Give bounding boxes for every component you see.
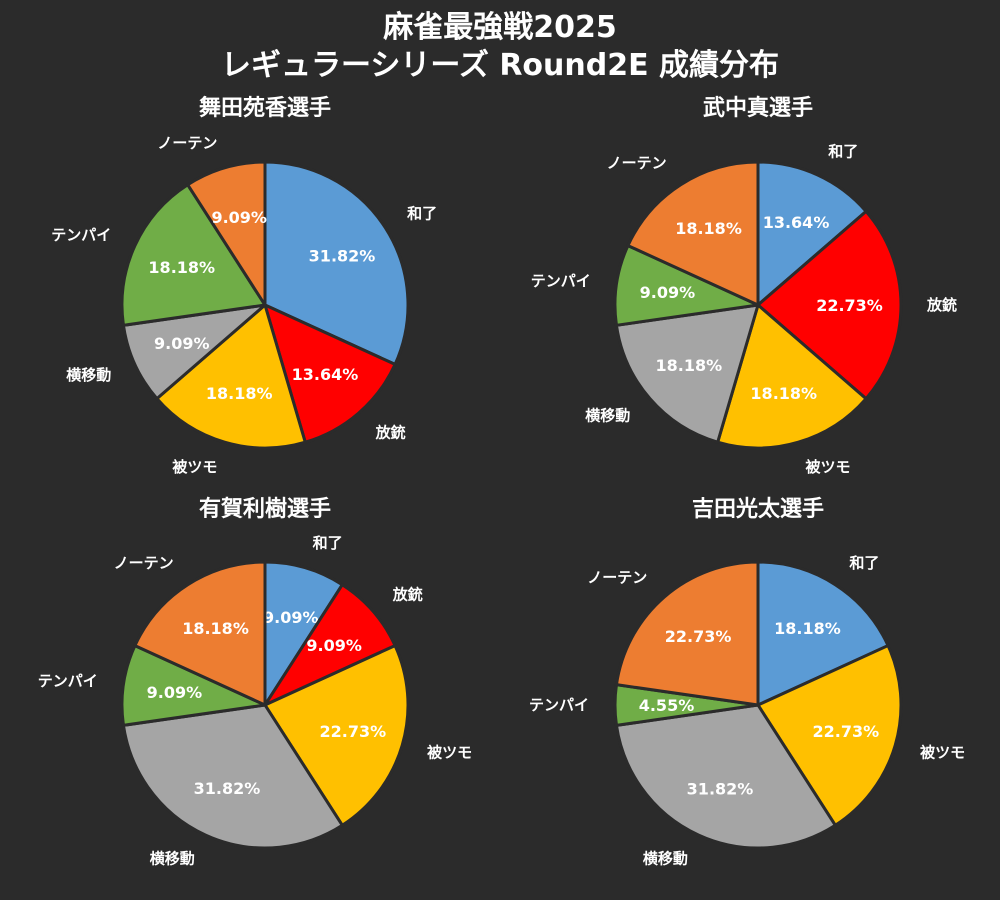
pie-slice — [613, 244, 760, 327]
pie-slice — [614, 560, 760, 707]
pie-slice — [614, 303, 760, 444]
slice-value-label: 9.09% — [154, 334, 210, 353]
slice-value-label: 18.18% — [206, 384, 273, 403]
pie-slice — [756, 644, 903, 827]
pie-slice — [756, 560, 890, 707]
slice-value-label: 22.73% — [319, 722, 386, 741]
pie-title: 武中真選手 — [703, 95, 813, 121]
slice-value-label: 31.82% — [687, 779, 754, 798]
pie-slice — [121, 303, 267, 401]
pie-slice — [756, 209, 903, 401]
pie-slice — [263, 303, 397, 444]
slice-value-label: 9.09% — [640, 283, 696, 302]
chart-title-line2: レギュラーシリーズ Round2E 成績分布 — [220, 48, 780, 83]
pie-slice — [155, 303, 307, 450]
chart-title-line1: 麻雀最強戦2025 — [383, 10, 617, 45]
slice-category-label: 横移動 — [643, 850, 688, 868]
slice-category-label: 和了 — [407, 205, 437, 223]
pie-slice — [263, 560, 344, 707]
slice-category-label: ノーテン — [114, 554, 174, 572]
slice-value-label: 18.18% — [774, 619, 841, 638]
slice-value-label: 18.18% — [655, 356, 722, 375]
slice-value-label: 22.73% — [812, 722, 879, 741]
slice-value-label: 18.18% — [148, 258, 215, 277]
slice-category-label: ノーテン — [587, 568, 647, 586]
slice-value-label: 9.09% — [147, 683, 203, 702]
slice-value-label: 22.73% — [816, 296, 883, 315]
slice-category-label: 和了 — [313, 534, 343, 552]
pie-slice — [120, 183, 267, 327]
slice-category-label: テンパイ — [51, 226, 111, 244]
pie-chart-1: 舞田苑香選手 31.82% 和了 13.64% 放銃 18.18% 被ツモ 9.09% 横移動 1… — [51, 95, 437, 476]
pie-slice — [263, 644, 410, 827]
slice-value-label: 13.64% — [763, 213, 830, 232]
pie-slice — [716, 303, 868, 450]
slice-value-label: 18.18% — [750, 384, 817, 403]
slice-value-label: 22.73% — [665, 627, 732, 646]
slice-category-label: 和了 — [849, 554, 879, 572]
slice-category-label: 横移動 — [585, 407, 630, 425]
slice-value-label: 31.82% — [194, 779, 261, 798]
slice-category-label: 横移動 — [150, 850, 195, 868]
slice-value-label: 9.09% — [263, 608, 319, 627]
slice-value-label: 31.82% — [309, 247, 376, 266]
pie-title: 有賀利樹選手 — [199, 496, 331, 522]
slice-category-label: テンパイ — [529, 696, 589, 714]
slice-value-label: 18.18% — [675, 219, 742, 238]
pie-slice — [614, 703, 837, 850]
pie-slice — [186, 160, 267, 307]
slice-category-label: 和了 — [828, 142, 858, 160]
pie-slice — [756, 160, 868, 307]
slice-category-label: 被ツモ — [172, 458, 217, 476]
slice-category-label: テンパイ — [531, 272, 591, 290]
pie-chart-3: 有賀利樹選手 9.09% 和了 9.09% 放銃 22.73% 被ツモ 31.82% 横移動 9.… — [38, 496, 472, 868]
slice-category-label: ノーテン — [607, 154, 667, 172]
pie-slice — [263, 583, 397, 707]
slice-category-label: 放銃 — [926, 296, 957, 314]
slice-category-label: 横移動 — [66, 366, 111, 384]
slice-category-label: 放銃 — [375, 424, 406, 442]
pie-title: 吉田光太選手 — [692, 496, 824, 522]
slice-value-label: 4.55% — [639, 696, 695, 715]
pie-chart-2: 武中真選手 13.64% 和了 22.73% 放銃 18.18% 被ツモ 18.18% 横移動 9… — [531, 95, 957, 476]
pie-chart-4: 吉田光太選手 18.18% 和了 22.73% 被ツモ 31.82% 横移動 4.55% テンパ… — [529, 496, 965, 868]
slice-value-label: 9.09% — [306, 636, 362, 655]
pie-slice — [120, 644, 267, 727]
slice-value-label: 13.64% — [292, 365, 359, 384]
slice-value-label: 18.18% — [182, 619, 249, 638]
pie-slice — [626, 160, 760, 307]
slice-category-label: 被ツモ — [427, 744, 472, 762]
slice-category-label: 被ツモ — [806, 458, 851, 476]
slice-category-label: 被ツモ — [920, 744, 965, 762]
pie-slice — [263, 160, 410, 366]
pie-slice — [121, 703, 344, 850]
slice-category-label: 放銃 — [392, 585, 423, 603]
pie-title: 舞田苑香選手 — [199, 95, 331, 121]
slice-category-label: テンパイ — [38, 672, 98, 690]
pie-slice — [133, 560, 267, 707]
slice-value-label: 9.09% — [211, 208, 267, 227]
slice-category-label: ノーテン — [157, 134, 217, 152]
